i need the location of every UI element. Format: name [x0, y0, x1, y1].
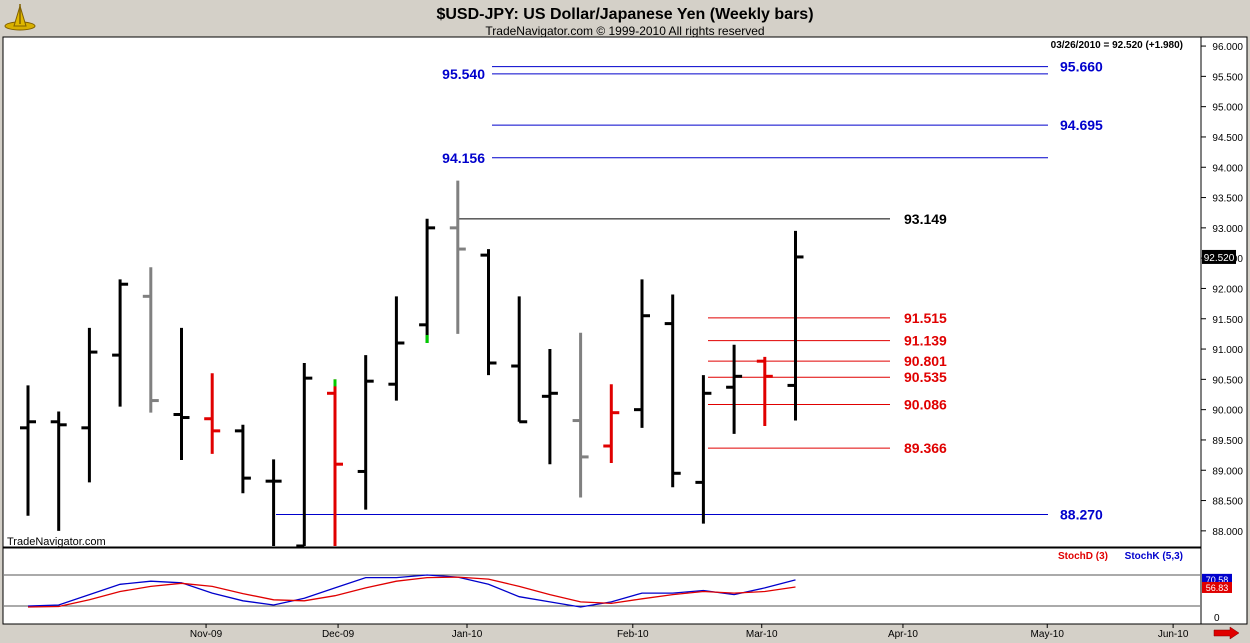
fib-levels: 95.660 95.540 94.695 94.156 93.149 91.515 91.1… [276, 59, 1103, 522]
y-tick-label: 91.000 [1212, 345, 1243, 356]
x-tick-label: Feb-10 [617, 629, 649, 640]
stoch-series-line [27, 574, 796, 608]
price-axis: 96.000 95.500 95.000 94.500 94.000 93.500 93.0… [1201, 42, 1243, 538]
level-label: 94.156 [442, 150, 485, 166]
y-tick-label: 88.500 [1212, 497, 1243, 508]
y-tick-label: 96.000 [1212, 42, 1243, 53]
level-label: 91.139 [904, 333, 947, 349]
level-label: 90.535 [904, 369, 947, 385]
x-tick-label: Jun-10 [1158, 629, 1189, 640]
tradenavigator-logo [4, 4, 36, 31]
level-label: 90.086 [904, 396, 947, 412]
level-label: 90.801 [904, 353, 947, 369]
watermark: TradeNavigator.com [7, 536, 106, 548]
date-axis: Nov-09 Dec-09 Jan-10 Feb-10 Mar-10 Apr-10 May-… [190, 624, 1189, 640]
stochd-value-label: 56.83 [1206, 583, 1229, 593]
y-tick-label: 95.000 [1212, 103, 1243, 114]
copyright-text: TradeNavigator.com © 1999-2010 All right… [485, 24, 764, 38]
y-tick-label: 93.500 [1212, 194, 1243, 205]
stochd-value-box [1202, 581, 1232, 593]
y-tick-label: 90.000 [1212, 406, 1243, 417]
stochk-legend: StochK (5,3) [1125, 551, 1183, 562]
chart-title: $USD-JPY: US Dollar/Japanese Yen (Weekly… [436, 6, 813, 23]
stoch-panel [2, 547, 1202, 625]
level-label: 89.366 [904, 440, 947, 456]
x-tick-label: Nov-09 [190, 629, 223, 640]
stoch-tick-label: 0 [1214, 613, 1220, 624]
level-label: 93.149 [904, 211, 947, 227]
y-tick-label: 90.500 [1212, 375, 1243, 386]
stoch-series-line [27, 576, 796, 608]
price-panel [2, 36, 1202, 548]
y-tick-label: 89.000 [1212, 466, 1243, 477]
level-label: 94.695 [1060, 117, 1103, 133]
x-tick-label: Dec-09 [322, 629, 355, 640]
x-tick-label: Jan-10 [452, 629, 483, 640]
x-tick-label: May-10 [1031, 629, 1065, 640]
level-label: 91.515 [904, 310, 947, 326]
last-price-label: 92.520 [1204, 253, 1235, 264]
last-quote-readout: 03/26/2010 = 92.520 (+1.980) [1051, 40, 1183, 51]
last-price-box [1202, 249, 1236, 264]
x-tick-label: Apr-10 [888, 629, 918, 640]
y-tick-label: 92.000 [1212, 284, 1243, 295]
y-tick-label: 95.500 [1212, 72, 1243, 83]
y-tick-label: 89.500 [1212, 436, 1243, 447]
scroll-right-arrow[interactable] [1212, 626, 1240, 640]
y-tick-label: 94.000 [1212, 163, 1243, 174]
stochd-legend: StochD (3) [1058, 551, 1108, 562]
y-axis-panel [1200, 36, 1248, 625]
level-label: 95.540 [442, 66, 485, 82]
x-tick-label: Mar-10 [746, 629, 778, 640]
level-label: 95.660 [1060, 59, 1103, 75]
stochk-value-box [1202, 573, 1232, 585]
stochk-value-label: 70.58 [1206, 575, 1229, 585]
y-tick-label: 93.000 [1212, 224, 1243, 235]
y-tick-label: 94.500 [1212, 133, 1243, 144]
level-label: 88.270 [1060, 506, 1103, 522]
y-tick-label: 91.500 [1212, 315, 1243, 326]
price-bars [20, 180, 804, 548]
y-tick-label: 88.000 [1212, 527, 1243, 538]
